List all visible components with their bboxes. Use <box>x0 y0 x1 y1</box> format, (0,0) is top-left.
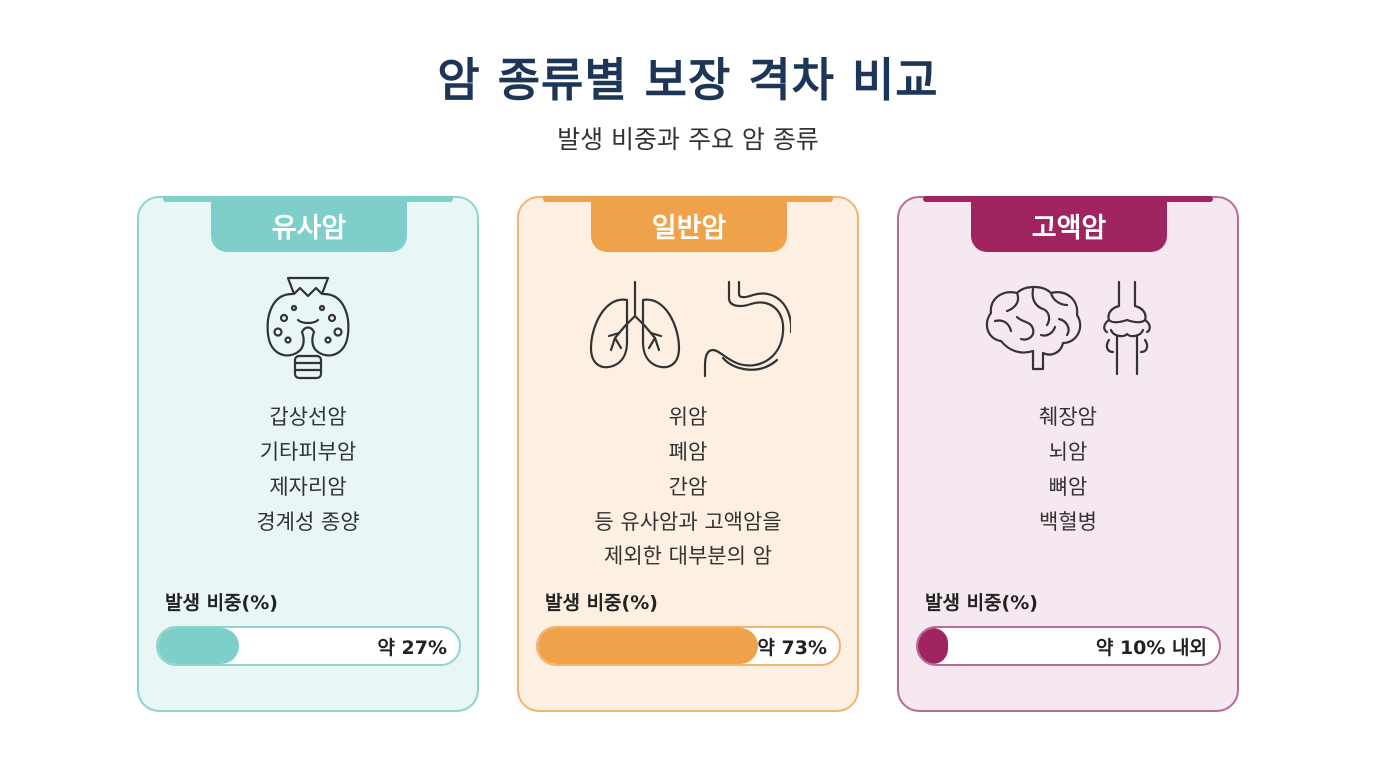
thyroid-icon <box>266 276 350 380</box>
bone-joint-icon <box>1103 280 1151 376</box>
list-item: 간암 <box>668 475 708 499</box>
list-item: 갑상선암 <box>269 405 347 429</box>
list-item: 기타피부암 <box>259 440 357 464</box>
card-title-tab: 고액암 <box>971 198 1167 252</box>
list-item: 폐암 <box>668 440 708 464</box>
ratio-label: 발생 비중(%) <box>925 592 1038 614</box>
list-item: 위암 <box>668 405 708 429</box>
ratio-label: 발생 비중(%) <box>165 592 278 614</box>
cancer-type-list: 췌장암 뇌암 뼈암 백혈병 <box>899 400 1237 540</box>
ratio-label: 발생 비중(%) <box>545 592 658 614</box>
stomach-icon <box>703 280 791 378</box>
list-item: 췌장암 <box>1039 405 1097 429</box>
ratio-progress-bar: 약 73% <box>536 626 841 666</box>
list-item: 제자리암 <box>269 475 347 499</box>
ratio-progress-fill <box>918 628 949 664</box>
cancer-type-list: 위암 폐암 간암 등 유사암과 고액암을 제외한 대부분의 암 <box>519 400 857 573</box>
brain-icon <box>985 285 1082 371</box>
list-item: 제외한 대부분의 암 <box>604 544 772 568</box>
card-similar-cancer: 유사암 갑상선암 기타피부암 제자리암 경계성 종양 발생 비중(%) 약 27… <box>137 196 479 712</box>
ratio-progress-bar: 약 27% <box>156 626 461 666</box>
card-title-tab: 유사암 <box>211 198 407 252</box>
card-high-cost-cancer: 고액암 췌장암 뇌암 뼈암 백혈병 발생 비중(%) 약 10% 내외 <box>897 196 1239 712</box>
ratio-progress-bar: 약 10% 내외 <box>916 626 1221 666</box>
list-item: 뇌암 <box>1048 440 1088 464</box>
ratio-value-text: 약 10% 내외 <box>1095 636 1207 659</box>
list-item: 등 유사암과 고액암을 <box>594 510 782 534</box>
list-item: 뼈암 <box>1048 475 1088 499</box>
ratio-value-text: 약 73% <box>757 636 827 659</box>
lungs-icon <box>589 280 681 369</box>
ratio-progress-fill <box>158 628 240 664</box>
cancer-type-list: 갑상선암 기타피부암 제자리암 경계성 종양 <box>139 400 477 540</box>
card-general-cancer: 일반암 위암 폐암 간암 등 유사암과 고액암을 제외한 대부분의 암 발생 비… <box>517 196 859 712</box>
card-icons <box>519 272 857 384</box>
card-icons <box>899 272 1237 384</box>
list-item: 경계성 종양 <box>256 510 360 534</box>
list-item: 백혈병 <box>1039 510 1097 534</box>
card-icons <box>139 272 477 384</box>
ratio-progress-fill <box>538 628 758 664</box>
page-subtitle: 발생 비중과 주요 암 종류 <box>557 125 819 154</box>
page-title: 암 종류별 보장 격차 비교 <box>437 53 939 107</box>
card-title-tab: 일반암 <box>591 198 787 252</box>
ratio-value-text: 약 27% <box>377 636 447 659</box>
